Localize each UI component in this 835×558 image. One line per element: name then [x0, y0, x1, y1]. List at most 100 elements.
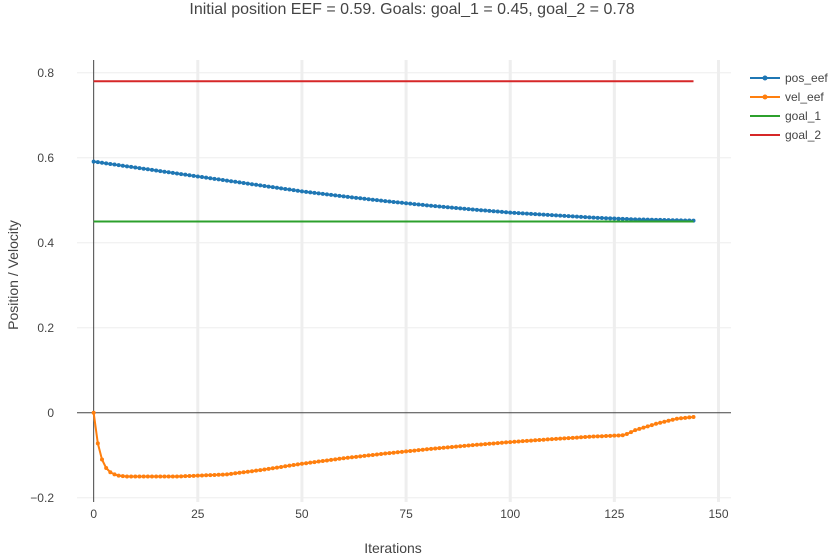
zero-lines [77, 60, 731, 502]
data-point-vel_eef [474, 442, 479, 447]
data-point-vel_eef [683, 415, 688, 420]
data-point-vel_eef [583, 435, 588, 440]
data-point-vel_eef [262, 467, 267, 472]
data-point-pos_eef [479, 208, 484, 213]
data-point-pos_eef [437, 204, 442, 209]
data-point-pos_eef [212, 176, 217, 181]
data-point-pos_eef [137, 166, 142, 171]
data-point-pos_eef [358, 196, 363, 201]
data-point-pos_eef [491, 209, 496, 214]
data-point-vel_eef [358, 454, 363, 459]
data-point-pos_eef [254, 182, 259, 187]
data-point-vel_eef [95, 441, 100, 446]
data-point-pos_eef [124, 164, 129, 169]
data-point-pos_eef [162, 169, 167, 174]
data-point-pos_eef [108, 161, 113, 166]
data-point-vel_eef [612, 433, 617, 438]
y-tick-label: 0 [47, 406, 54, 420]
data-point-vel_eef [108, 470, 113, 475]
data-point-vel_eef [270, 466, 275, 471]
legend-item-goal_2[interactable]: goal_2 [750, 128, 821, 142]
data-point-vel_eef [416, 448, 421, 453]
legend-item-pos_eef[interactable]: pos_eef [750, 71, 828, 85]
data-point-vel_eef [162, 474, 167, 479]
data-point-vel_eef [554, 436, 559, 441]
data-point-pos_eef [391, 199, 396, 204]
data-point-vel_eef [99, 457, 104, 462]
series-line-pos_eef [93, 160, 694, 222]
data-point-pos_eef [287, 187, 292, 192]
data-point-vel_eef [329, 457, 334, 462]
data-point-vel_eef [537, 437, 542, 442]
data-point-pos_eef [229, 179, 234, 184]
y-tick-label: 0.4 [37, 236, 54, 250]
data-point-vel_eef [220, 472, 225, 477]
data-point-vel_eef [91, 410, 96, 415]
data-point-pos_eef [449, 205, 454, 210]
data-point-vel_eef [449, 445, 454, 449]
data-point-pos_eef [549, 213, 554, 218]
data-point-vel_eef [179, 474, 184, 479]
data-point-vel_eef [570, 435, 575, 440]
series-line-vel_eef [92, 412, 694, 478]
data-point-vel_eef [516, 439, 521, 444]
data-point-pos_eef [333, 193, 338, 198]
data-point-pos_eef [208, 176, 213, 181]
data-point-vel_eef [487, 441, 492, 446]
data-point-vel_eef [520, 439, 525, 444]
data-point-pos_eef [591, 215, 596, 220]
data-point-pos_eef [633, 217, 638, 222]
x-tick-label: 125 [604, 507, 624, 521]
data-point-pos_eef [258, 183, 263, 188]
data-point-vel_eef [620, 433, 625, 438]
data-point-vel_eef [649, 423, 654, 428]
data-point-pos_eef [270, 185, 275, 190]
series-pos_eef [91, 159, 696, 223]
data-point-pos_eef [570, 214, 575, 219]
data-point-vel_eef [566, 436, 571, 441]
plot-area [91, 80, 696, 479]
data-point-pos_eef [141, 166, 146, 171]
data-point-vel_eef [637, 426, 642, 431]
data-point-vel_eef [241, 470, 246, 475]
data-point-pos_eef [554, 213, 559, 218]
data-point-vel_eef [429, 446, 434, 451]
data-point-vel_eef [208, 473, 213, 478]
data-point-pos_eef [558, 213, 563, 218]
data-point-vel_eef [383, 451, 388, 456]
data-point-vel_eef [312, 460, 317, 465]
x-axis-title: Iterations [364, 540, 422, 556]
data-point-vel_eef [204, 473, 209, 478]
data-point-vel_eef [441, 445, 446, 450]
data-point-pos_eef [399, 200, 404, 205]
data-point-vel_eef [233, 471, 238, 476]
data-point-pos_eef [241, 180, 246, 185]
data-point-vel_eef [274, 465, 279, 470]
data-point-pos_eef [95, 160, 100, 165]
data-point-vel_eef [354, 454, 359, 459]
data-point-pos_eef [487, 208, 492, 213]
data-point-vel_eef [112, 472, 117, 477]
data-point-pos_eef [220, 178, 225, 183]
legend-item-vel_eef[interactable]: vel_eef [750, 90, 824, 104]
data-point-vel_eef [595, 434, 600, 439]
data-point-pos_eef [524, 211, 529, 216]
data-point-vel_eef [141, 474, 146, 479]
data-point-pos_eef [629, 217, 634, 222]
data-point-pos_eef [295, 188, 300, 193]
data-point-pos_eef [583, 215, 588, 220]
legend-item-goal_1[interactable]: goal_1 [750, 109, 821, 123]
data-point-pos_eef [595, 215, 600, 220]
data-point-vel_eef [491, 441, 496, 446]
data-point-vel_eef [504, 440, 509, 445]
legend-marker [762, 75, 768, 81]
data-point-vel_eef [387, 451, 392, 456]
data-point-vel_eef [349, 455, 354, 460]
data-point-vel_eef [137, 474, 142, 479]
data-point-pos_eef [199, 175, 204, 180]
data-point-pos_eef [620, 216, 625, 221]
data-point-vel_eef [341, 456, 346, 461]
data-point-vel_eef [187, 473, 192, 478]
data-point-vel_eef [345, 455, 350, 460]
data-point-pos_eef [279, 186, 284, 191]
